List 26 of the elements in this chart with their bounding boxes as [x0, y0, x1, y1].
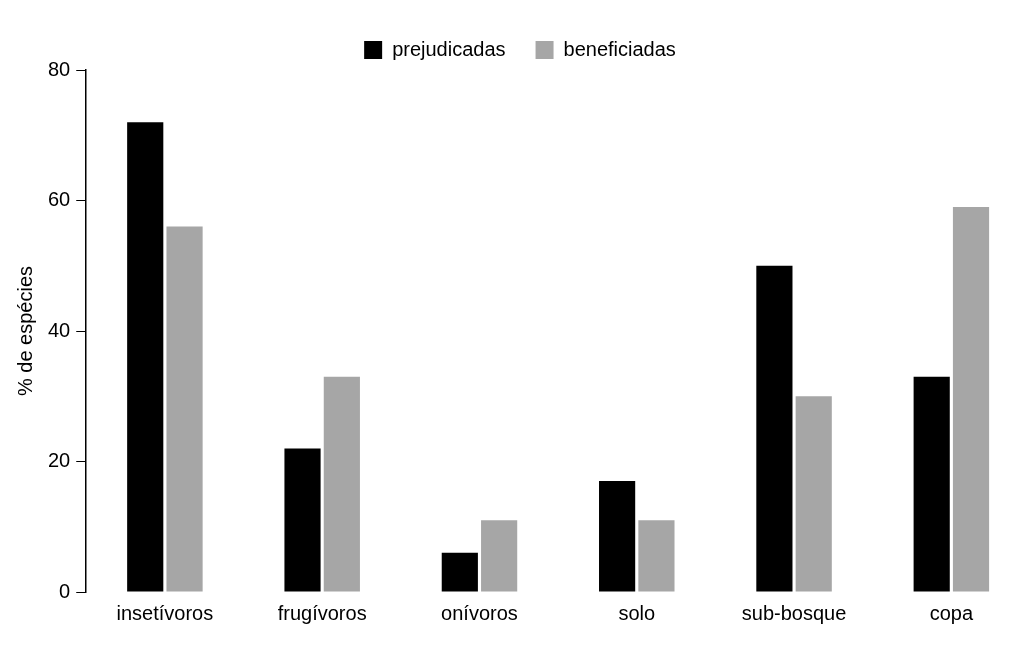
y-tick-label: 80: [48, 57, 71, 80]
x-tick-label: insetívoros: [116, 601, 214, 624]
legend-label: beneficiadas: [563, 37, 676, 60]
legend-label: prejudicadas: [392, 37, 506, 60]
x-tick-label: frugívoros: [277, 601, 367, 624]
bar: [284, 448, 321, 592]
bar: [913, 376, 950, 592]
bar: [756, 265, 793, 592]
bar: [599, 481, 636, 592]
y-tick-label: 40: [48, 318, 71, 341]
bar: [441, 552, 478, 592]
y-tick-label: 0: [59, 579, 71, 602]
bar: [638, 520, 675, 592]
x-tick-label: solo: [618, 601, 656, 624]
y-axis-title: % de espécies: [13, 265, 36, 397]
bar: [481, 520, 518, 592]
x-tick-label: copa: [929, 601, 974, 624]
x-tick-label: sub-bosque: [741, 601, 847, 624]
y-tick-label: 20: [48, 449, 71, 472]
bar: [952, 207, 990, 592]
bar: [323, 376, 360, 592]
bar: [127, 122, 164, 592]
y-tick-label: 60: [48, 188, 71, 211]
bar: [795, 396, 832, 592]
x-tick-label: onívoros: [441, 601, 518, 624]
bar: [166, 226, 203, 592]
